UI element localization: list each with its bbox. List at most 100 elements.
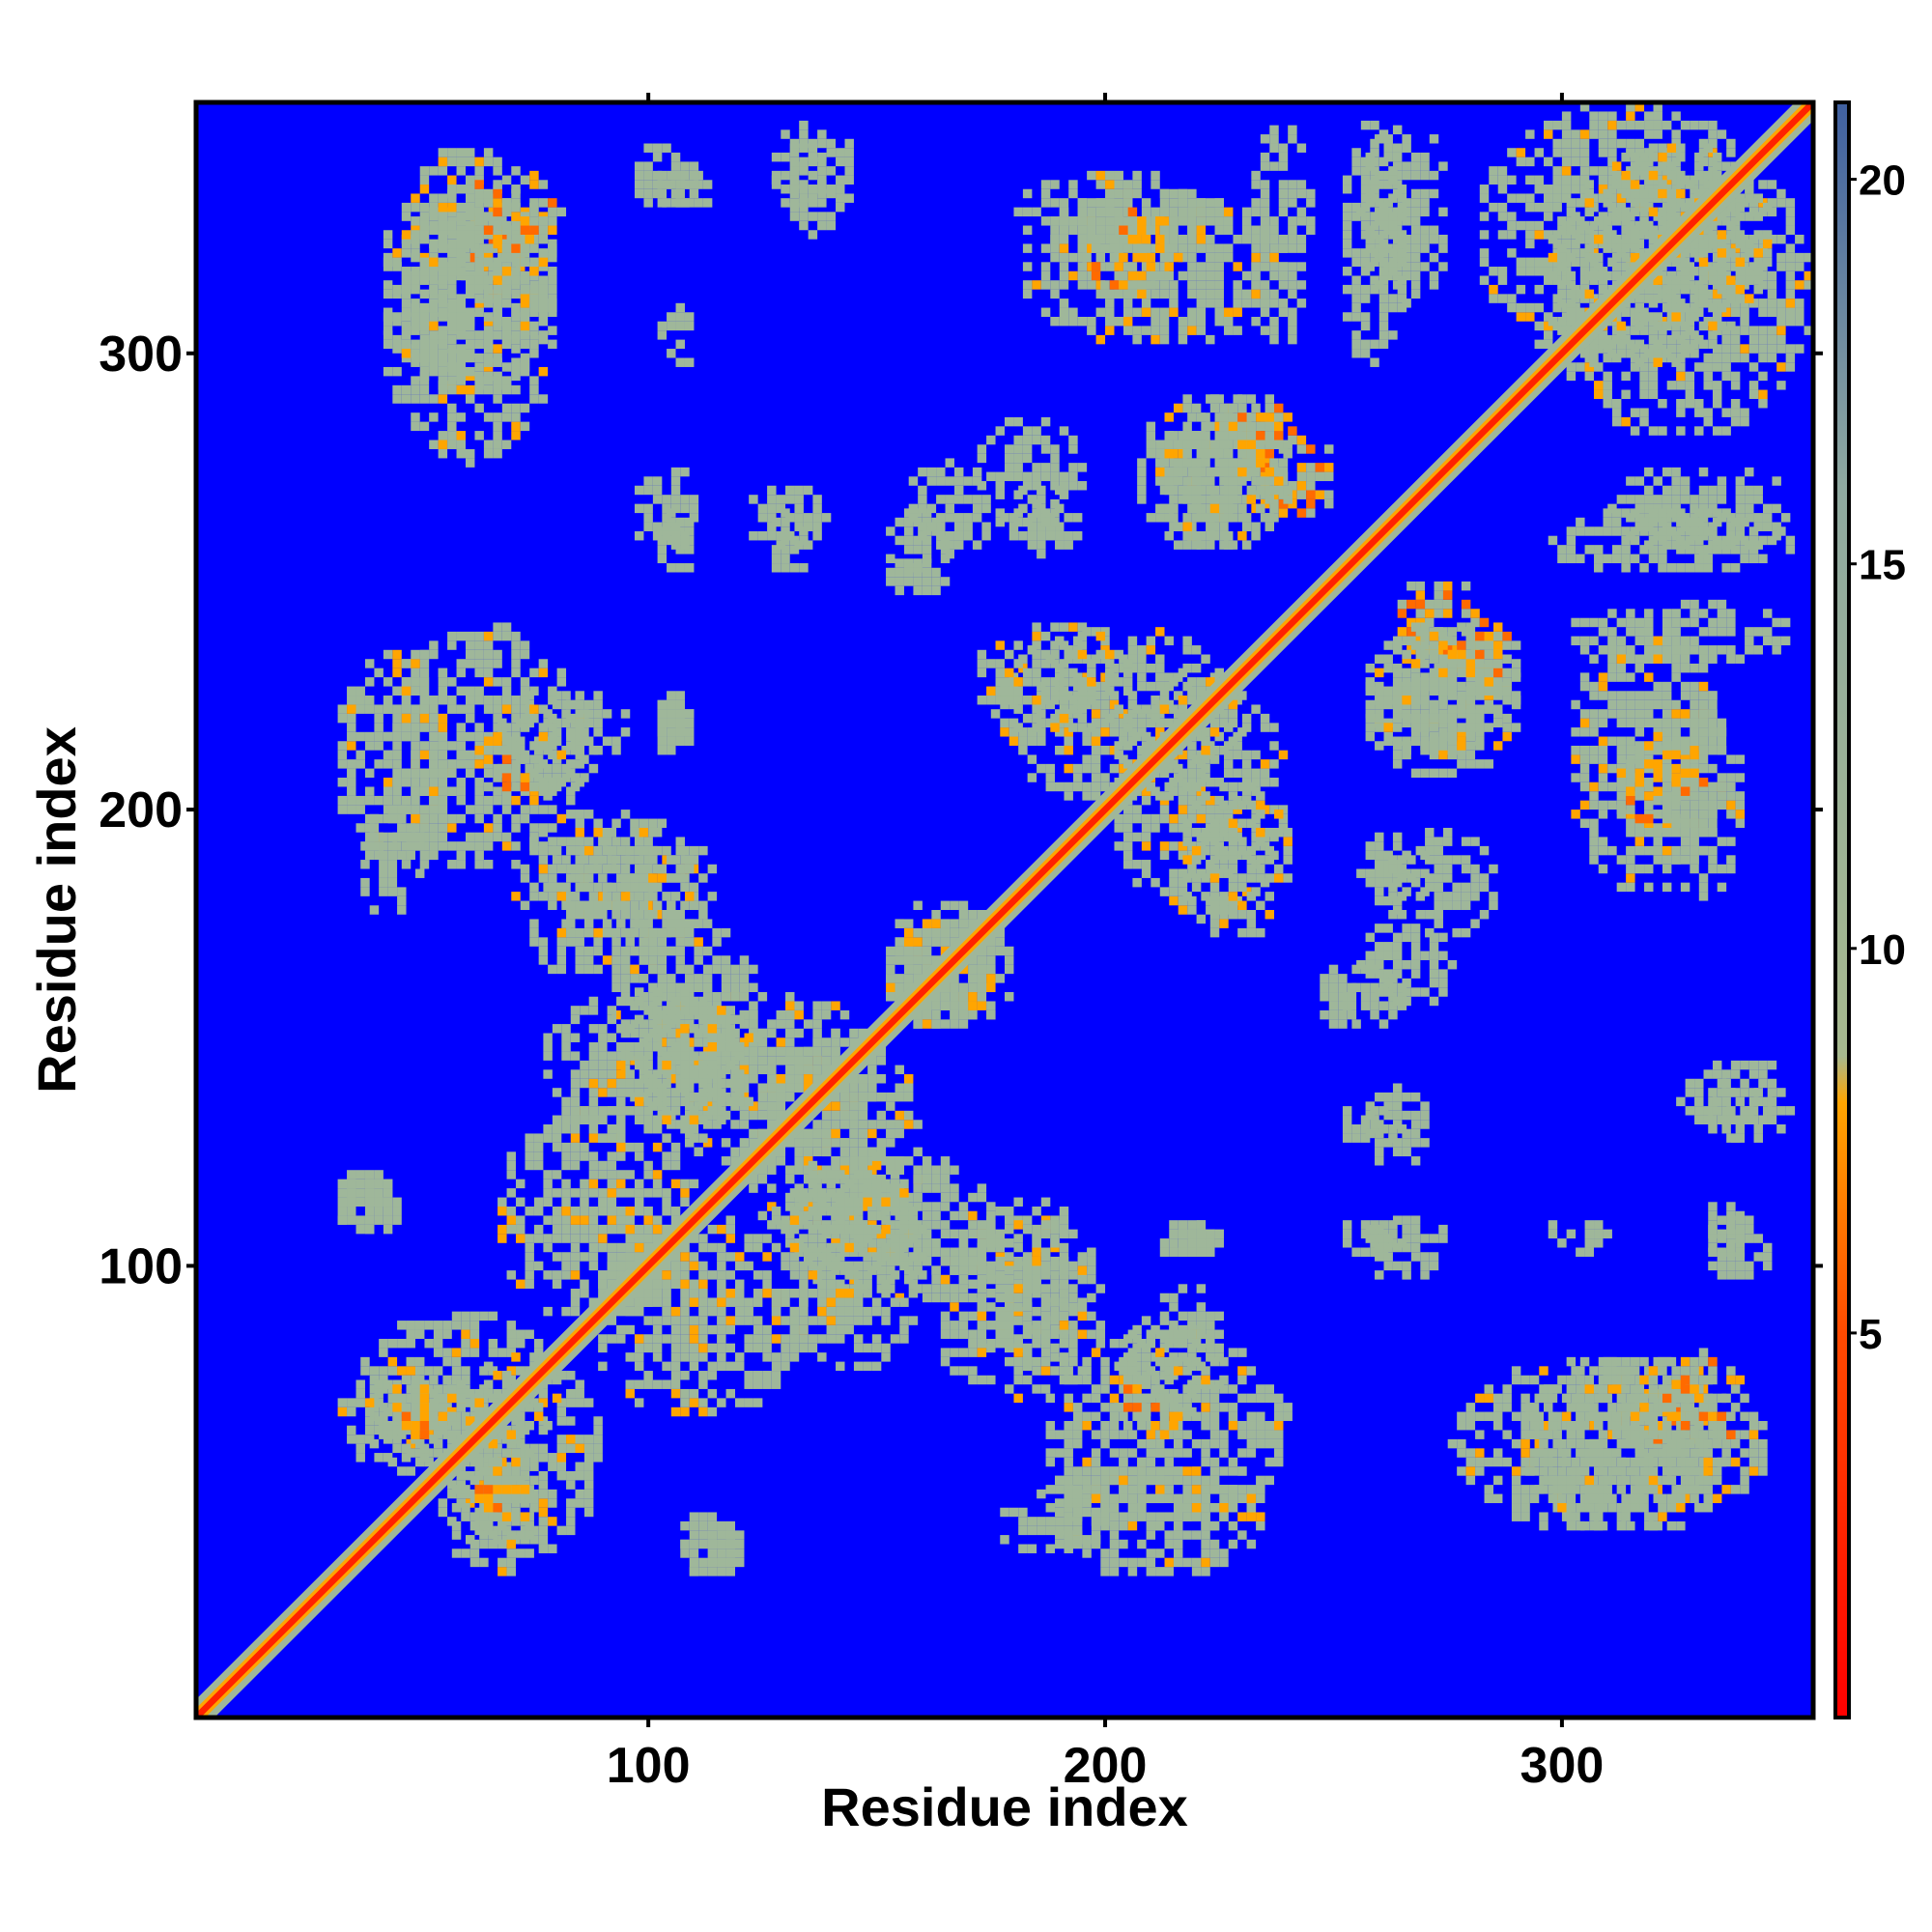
heatmap-cell [1100,243,1110,253]
heatmap-cell [1059,225,1069,235]
heatmap-cell [1658,161,1667,171]
heatmap-cell [1209,1548,1220,1558]
heatmap-cell [1288,280,1297,290]
heatmap-cell [1397,185,1407,194]
heatmap-cell [1626,691,1635,700]
heatmap-cell [1141,860,1151,869]
heatmap-cell [1274,431,1284,440]
heatmap-cell [1748,526,1759,536]
heatmap-cell [1127,645,1138,655]
heatmap-cell [1621,180,1631,189]
heatmap-cell [1566,545,1577,554]
heatmap-cell [1105,713,1115,724]
heatmap-cell [1740,416,1749,427]
heatmap-cell [1534,321,1544,331]
heatmap-cell [1196,530,1207,541]
heatmap-cell [1214,225,1224,235]
heatmap-cell [1438,640,1448,650]
heatmap-cell [1055,522,1065,531]
heatmap-cell [1589,339,1599,350]
heatmap-cell [347,686,356,696]
heatmap-cell [1721,353,1731,363]
heatmap-cell [1544,156,1553,167]
heatmap-cell [1662,805,1672,814]
heatmap-cell [1022,453,1033,464]
heatmap-cell [1013,704,1023,714]
heatmap-cell [1452,927,1462,938]
heatmap-cell [1040,435,1051,445]
heatmap-cell [1360,1133,1371,1143]
heatmap-cell [1721,371,1731,382]
heatmap-cell [1196,298,1207,308]
heatmap-cell [1151,207,1160,217]
heatmap-cell [1680,284,1690,295]
heatmap-cell [1447,668,1458,678]
heatmap-cell [1489,900,1498,911]
heatmap-cell [1206,234,1215,244]
heatmap-cell [1644,882,1654,893]
heatmap-cell [1685,545,1695,554]
heatmap-cell [1717,864,1727,874]
heatmap-cell [1470,609,1480,618]
heatmap-cell [1228,495,1238,504]
heatmap-cell [1740,545,1749,554]
heatmap-cell [1105,316,1115,327]
heatmap-cell [1095,334,1106,345]
heatmap-cell [1607,1430,1617,1439]
heatmap-cell [1260,713,1270,724]
heatmap-cell [1050,713,1060,724]
heatmap-cell [1415,910,1426,920]
heatmap-cell [1721,362,1731,372]
heatmap-cell [1511,696,1521,705]
heatmap-cell [1022,188,1033,199]
heatmap-cell [1717,609,1727,618]
heatmap-cell [1091,736,1101,746]
heatmap-cell [1109,1548,1120,1558]
heatmap-cell [1127,207,1138,217]
heatmap-cell [1671,321,1681,331]
heatmap-cell [1182,448,1192,459]
heatmap-cell [1442,900,1453,911]
heatmap-cell [1246,873,1257,883]
heatmap-cell [401,860,412,869]
heatmap-cell [1196,686,1207,696]
heatmap-cell [1753,1133,1763,1143]
heatmap-cell [1365,686,1376,696]
heatmap-cell [1717,495,1727,504]
heatmap-cell [1032,631,1041,641]
heatmap-cell [1182,440,1192,449]
heatmap-cell [1269,270,1279,281]
heatmap-cell [1607,138,1617,149]
heatmap-cell [1095,631,1106,641]
heatmap-cell [1137,485,1147,496]
heatmap-cell [1639,389,1649,400]
heatmap-cell [1420,696,1430,705]
heatmap-cell [1534,202,1544,213]
heatmap-cell [1429,750,1439,760]
heatmap-cell [1694,545,1704,554]
heatmap-cell [1137,280,1147,290]
heatmap-cell [1032,668,1041,678]
heatmap-cell [1465,741,1476,751]
heatmap-cell [1375,877,1384,888]
heatmap-cell [1507,193,1517,203]
heatmap-cell [355,704,365,714]
heatmap-cell [1251,243,1261,253]
heatmap-cell [1475,659,1485,668]
heatmap-cell [1397,257,1407,268]
heatmap-cell [1429,170,1439,181]
heatmap-cell [1375,713,1384,724]
heatmap-cell [1288,234,1297,244]
heatmap-cell [1351,275,1361,285]
heatmap-cell [1397,855,1407,865]
heatmap-cell [1502,723,1512,732]
heatmap-cell [1653,810,1662,819]
heatmap-cell [1698,267,1709,276]
heatmap-cell [1237,513,1247,523]
heatmap-cell [1219,892,1229,901]
heatmap-cell [1680,275,1690,285]
heatmap-cell [1785,225,1796,235]
heatmap-cell [1616,709,1627,719]
heatmap-cell [986,686,996,696]
heatmap-cell [1721,545,1731,554]
